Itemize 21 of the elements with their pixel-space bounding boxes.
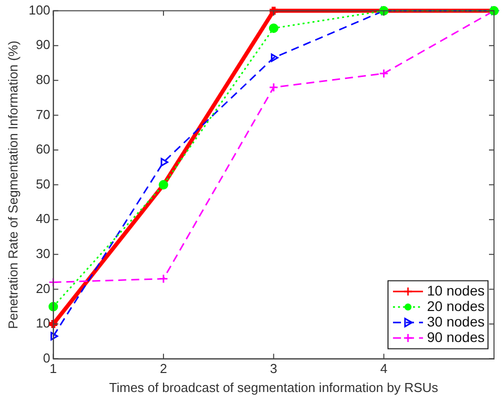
y-tick-label: 50 — [36, 176, 50, 192]
y-tick-label: 20 — [36, 280, 50, 296]
y-tick-label: 90 — [36, 37, 50, 52]
legend-label: 10 nodes — [427, 282, 485, 298]
legend-label: 90 nodes — [427, 328, 485, 345]
y-tick-label: 0 — [43, 350, 50, 366]
y-tick-label: 80 — [36, 72, 50, 87]
y-tick-label: 10 — [36, 316, 50, 331]
y-tick-label: 60 — [36, 142, 50, 157]
x-tick-label: 1 — [50, 361, 57, 376]
x-axis-title: Times of broadcast of segmentation information by RSUs — [109, 380, 439, 395]
y-tick-label: 30 — [36, 246, 50, 261]
y-tick-label: 40 — [36, 211, 50, 226]
x-tick-label: 4 — [380, 361, 388, 376]
y-axis-title: Penetration Rate of Segmentation Information (%) — [5, 40, 20, 329]
x-tick-label: 2 — [160, 361, 168, 376]
legend-label: 20 nodes — [427, 298, 485, 314]
y-tick-label: 70 — [36, 106, 50, 122]
x-tick-label: 3 — [270, 361, 278, 376]
y-tick-label: 100 — [28, 2, 50, 18]
legend-label: 30 nodes — [427, 313, 485, 330]
